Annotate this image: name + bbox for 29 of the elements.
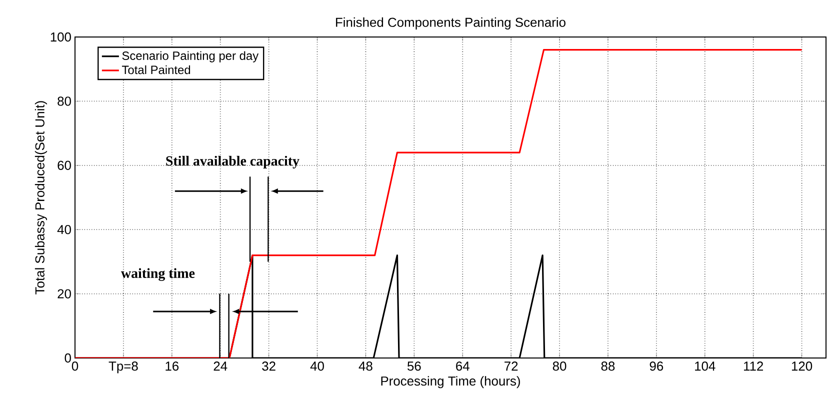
x-tick-label: 24 [214,362,228,371]
x-tick-label: 104 [695,362,716,371]
x-tick-label: 120 [792,362,812,371]
legend-label: Scenario Painting per day [122,51,259,62]
annotation: waiting time [121,268,195,281]
x-tick-label: 64 [456,362,470,371]
chart-title: Finished Components Painting Scenario [336,17,566,30]
x-tick-label: 16 [166,362,179,371]
x-tick-label: 0 [72,362,78,371]
x-tick-label: 80 [552,362,566,371]
x-tick-label: 72 [504,362,518,371]
x-tick-label: 88 [601,362,615,371]
y-tick-label: 60 [58,160,71,170]
annotation: Still available capacity [166,156,300,169]
x-tick-label: Tp=8 [108,362,138,374]
x-tick-label: 112 [744,362,763,371]
y-tick-label: 80 [58,96,71,106]
y-axis-title: Total Subassy Produced(Set Unit) [34,101,48,294]
y-tick-label: 40 [57,225,71,234]
y-tick-label: 0 [64,353,71,363]
y-tick-label: 100 [50,32,71,42]
x-tick-label: 96 [650,362,664,371]
x-tick-label: 32 [262,362,276,371]
x-tick-label: 40 [310,362,324,371]
x-tick-label: 56 [407,362,421,371]
y-tick-label: 20 [58,289,71,298]
x-tick-label: 48 [358,362,372,371]
legend-label: Total Painted [122,65,190,74]
x-axis-title: Processing Time (hours) [381,376,520,388]
